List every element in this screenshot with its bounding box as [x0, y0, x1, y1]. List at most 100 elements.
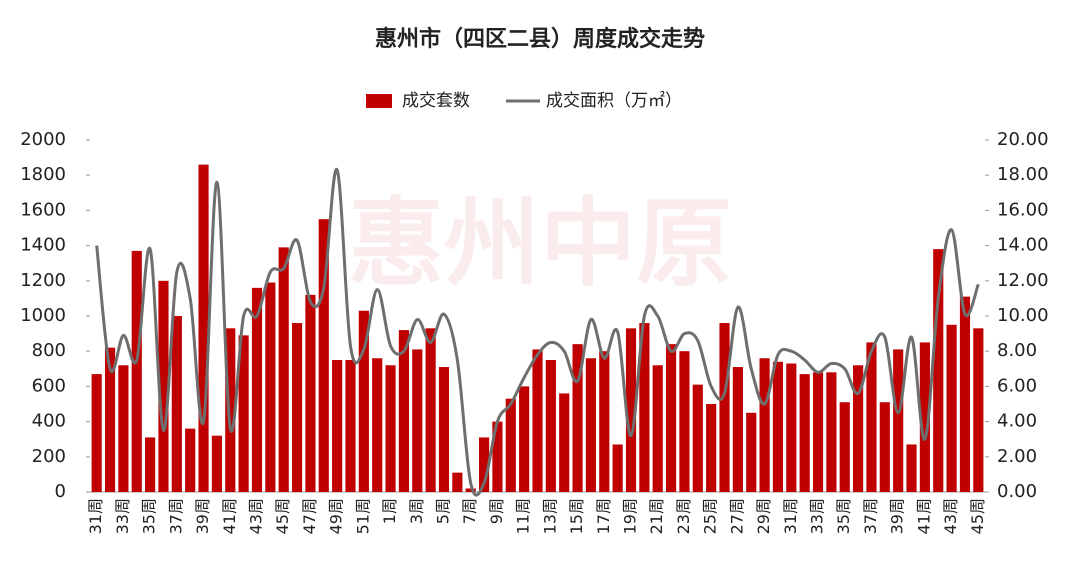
y2-tick-label: 20.00	[997, 129, 1049, 150]
legend-swatch	[366, 94, 392, 108]
legend-label: 成交套数	[402, 91, 470, 111]
x-tick-label: 11周	[514, 498, 533, 534]
bar	[599, 351, 610, 492]
bar	[706, 404, 717, 492]
x-tick-label: 21周	[647, 498, 666, 534]
bar	[652, 365, 663, 492]
x-tick-label: 7周	[460, 498, 479, 524]
bar	[879, 402, 890, 492]
chart-title: 惠州市（四区二县）周度成交走势	[375, 26, 705, 52]
bar	[438, 367, 450, 492]
bar	[91, 374, 102, 492]
bar	[358, 310, 369, 492]
bar	[532, 349, 543, 492]
bar	[893, 349, 904, 492]
y2-tick-label: 0.00	[997, 481, 1037, 502]
x-tick-label: 1周	[380, 498, 399, 524]
y-tick-label: 400	[32, 411, 66, 432]
bar	[839, 402, 850, 492]
bar	[572, 344, 583, 492]
bar	[345, 360, 356, 492]
bar	[265, 282, 276, 492]
bar	[372, 358, 383, 492]
bar	[959, 296, 971, 492]
bar	[612, 444, 623, 492]
x-tick-label: 25周	[701, 498, 720, 534]
y-tick-label: 1200	[20, 270, 66, 291]
bar	[291, 323, 303, 492]
bar	[812, 372, 824, 492]
y2-tick-label: 18.00	[997, 164, 1049, 185]
bar	[492, 421, 503, 492]
x-tick-label: 3周	[407, 498, 426, 524]
y2-tick-label: 16.00	[997, 199, 1049, 220]
y2-tick-label: 10.00	[997, 305, 1049, 326]
bar	[933, 249, 944, 492]
x-tick-label: 43周	[246, 498, 265, 534]
x-tick-label: 13周	[540, 498, 559, 534]
x-tick-label: 31周	[86, 498, 105, 534]
bar	[786, 363, 797, 492]
bar	[398, 330, 409, 492]
bar	[853, 365, 864, 492]
bar	[946, 324, 957, 492]
bar	[639, 323, 650, 492]
bar	[906, 444, 917, 492]
bar	[866, 342, 877, 492]
line	[95, 168, 980, 497]
bar	[666, 344, 677, 492]
y-tick-label: 1000	[20, 305, 66, 326]
bar	[158, 280, 169, 492]
x-tick-label: 31周	[781, 498, 800, 534]
bar	[973, 328, 984, 492]
y2-tick-label: 6.00	[997, 375, 1037, 396]
y2-tick-label: 8.00	[997, 340, 1037, 361]
bar	[505, 398, 516, 492]
y-tick-label: 1600	[20, 199, 66, 220]
x-tick-label: 35周	[140, 498, 159, 534]
x-tick-label: 39周	[888, 498, 907, 534]
y2-tick-label: 2.00	[997, 446, 1037, 467]
bar	[332, 360, 343, 492]
bar	[732, 367, 743, 492]
bar	[385, 365, 396, 492]
bar	[719, 323, 730, 492]
y-tick-label: 200	[32, 446, 66, 467]
bar	[118, 365, 129, 492]
bar	[919, 342, 930, 492]
y2-tick-label: 4.00	[997, 411, 1037, 432]
bar	[452, 472, 463, 492]
bar	[826, 372, 837, 492]
y2-tick-label: 12.00	[997, 270, 1049, 291]
bar	[185, 428, 196, 492]
y-tick-label: 800	[32, 340, 66, 361]
x-tick-label: 15周	[567, 498, 586, 534]
bar	[412, 349, 423, 492]
y-tick-label: 1400	[20, 235, 66, 256]
x-tick-label: 43周	[941, 498, 960, 534]
x-tick-label: 45周	[968, 498, 987, 534]
bar	[478, 437, 490, 492]
x-tick-label: 47周	[300, 498, 319, 534]
x-tick-label: 33周	[808, 498, 827, 534]
x-tick-label: 23周	[674, 498, 693, 534]
x-tick-label: 19周	[621, 498, 640, 534]
bar	[238, 335, 249, 492]
x-tick-label: 51周	[353, 498, 372, 534]
x-tick-label: 41周	[914, 498, 933, 534]
x-tick-label: 41周	[220, 498, 239, 534]
bar	[759, 358, 770, 492]
y-tick-label: 2000	[20, 129, 66, 150]
bar	[799, 374, 810, 492]
bar	[198, 164, 209, 492]
bar	[519, 386, 530, 492]
x-tick-label: 5周	[433, 498, 452, 524]
bar	[585, 358, 597, 492]
x-tick-label: 45周	[273, 498, 292, 534]
bar	[625, 328, 637, 492]
x-tick-label: 37周	[861, 498, 880, 534]
y-tick-label: 600	[32, 375, 66, 396]
bar	[131, 250, 142, 492]
legend-label: 成交面积（万㎡）	[546, 91, 682, 111]
bar	[559, 393, 570, 492]
